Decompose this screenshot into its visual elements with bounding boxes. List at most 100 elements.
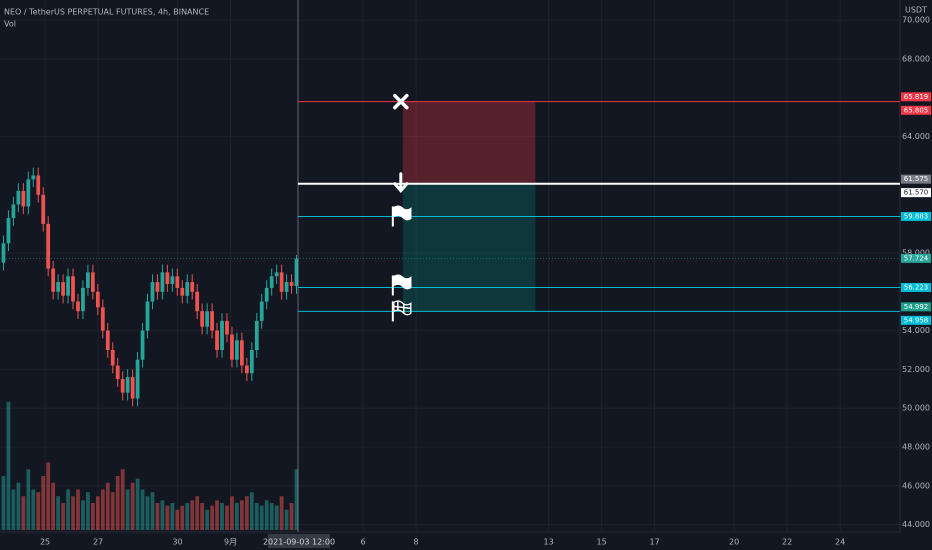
volume-bar [145,496,150,530]
x-tick-label: 22 [782,538,792,547]
volume-bar [105,482,110,530]
candle-body [21,190,26,207]
candle-body [239,340,244,366]
price-label: 61.575 [904,175,929,183]
x-tick-label: 20 [729,538,739,547]
volume-bar [11,489,16,530]
y-tick-label: 48.000 [902,443,930,452]
price-label: 54.992 [904,303,929,311]
price-label: 65.819 [904,93,929,101]
candle-body [61,282,65,296]
target-icon [391,300,412,322]
volume-bar [239,500,244,530]
candle-body [225,320,229,335]
flag-cloth [393,274,412,290]
candle-body [140,330,145,360]
candle-body [259,301,264,321]
volume-bar [170,503,175,530]
volume-bar [66,489,70,530]
volume-bar [61,503,65,530]
price-label: 56.223 [904,283,929,291]
volume-bar [26,469,31,530]
price-label-bg [901,211,931,221]
volume-bar [100,489,105,530]
candle-body [66,276,70,296]
candle-body [125,377,130,393]
y-tick-label: 68.000 [902,55,930,64]
volume-bar [180,505,185,530]
plot [0,0,900,532]
candle-body [170,276,175,285]
candle-body [244,365,249,374]
candle-body [175,276,180,288]
candle-body [190,282,195,292]
volume-bar [175,509,180,530]
volume-bar [36,492,41,530]
volume-bar [1,476,6,530]
candle-body [279,272,284,292]
candle-body [249,350,254,374]
entry-icon [393,172,409,194]
volume-bar [190,500,195,530]
volume-bar [81,500,85,530]
volume-bar [6,401,11,530]
volume-bar [230,496,234,530]
price-label-bg [901,174,931,184]
volume-bar [41,476,46,530]
volume-bar [76,489,80,530]
volume-bar [254,503,259,530]
target-icon [391,205,412,227]
price-label-bg [901,315,931,325]
chart-title: NEO / TetherUS PERPETUAL FUTURES, 4h, BI… [4,8,209,17]
candle-body [6,218,11,244]
y-tick-label: 58.000 [902,249,930,258]
y-tick-label: 50.000 [902,404,930,413]
price-label: 61.570 [904,189,929,197]
volume-bar [185,503,190,530]
volume-bar [225,505,229,530]
volume-bar [160,500,165,530]
candle-body [215,330,219,350]
volume-bar [31,489,36,530]
x-tick-label: 15 [596,538,606,547]
volume-bar [274,505,279,530]
y-tick-label: 70.000 [902,16,930,25]
volume-bar [71,496,75,530]
candle-body [145,301,150,331]
x-tick-label: 25 [40,538,50,547]
candle-body [105,330,110,350]
candle-body [110,350,115,366]
x-tick-label: 6 [361,538,366,547]
target-icon [391,274,412,296]
volume-bar [289,503,294,530]
candle-body [16,190,21,205]
y-tick-label: 64.000 [902,132,930,141]
y-tick-label: 54.000 [902,326,930,335]
volume-bar [95,496,100,530]
volume-bar [125,489,130,530]
volume-bar [130,482,135,530]
volume-bar [90,503,95,530]
candle-body [86,272,90,288]
grid [0,0,900,532]
volume-bar [21,496,26,530]
candle-body [160,272,165,292]
candle-body [11,204,16,219]
x-tick-label: 27 [93,538,103,547]
volume-bar [235,503,239,530]
price-label: 54.958 [904,316,929,324]
candle-body [81,287,85,312]
price-label-bg [901,282,931,292]
x-tick-label: 13 [543,538,553,547]
candle-body [165,272,170,285]
candle-body [135,359,140,399]
crosshair-label-bg [268,534,330,548]
x-tick-label: 24 [835,538,845,547]
crosshair-label: 2021-09-03 12:00 [263,538,335,547]
target-zone [402,183,536,312]
stop-zone [402,101,536,184]
volume-bar [155,503,160,530]
candle-body [195,291,200,312]
candle-body [289,282,294,286]
